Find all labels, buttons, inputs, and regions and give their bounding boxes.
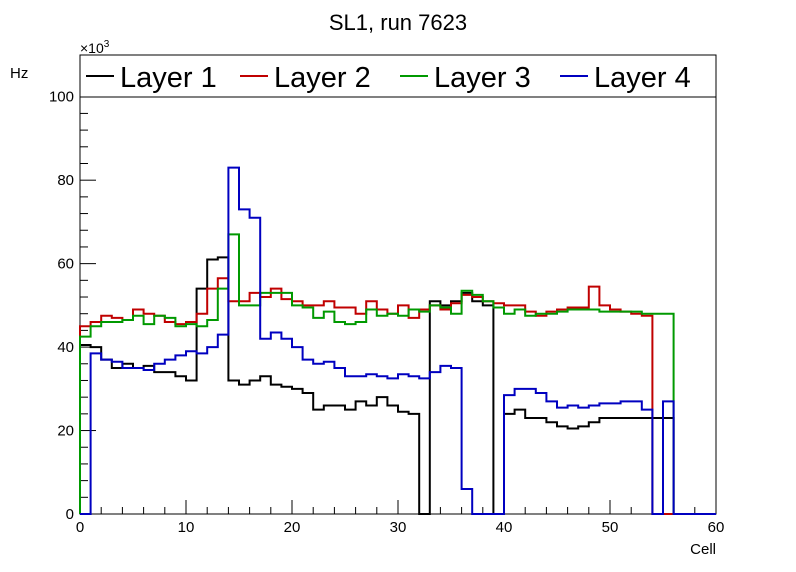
legend: Layer 1 Layer 2 Layer 3 Layer 4 bbox=[79, 54, 717, 98]
legend-box bbox=[79, 54, 717, 98]
x-tick-label: 50 bbox=[602, 519, 619, 536]
series-line-layer-4 bbox=[80, 166, 716, 515]
y-tick-label: 60 bbox=[57, 256, 74, 273]
x-tick-label: 10 bbox=[178, 519, 195, 536]
series-line-layer-3 bbox=[79, 233, 716, 515]
x-tick-label: 60 bbox=[708, 519, 725, 536]
y-tick-label: 0 bbox=[66, 506, 74, 523]
y-exponent-label: ×103 bbox=[80, 39, 110, 56]
y-tick-label: 100 bbox=[49, 89, 74, 106]
series-line-layer-1 bbox=[79, 256, 716, 515]
x-tick-label: 30 bbox=[390, 519, 407, 536]
x-tick-label: 40 bbox=[496, 519, 513, 536]
y-tick-label: 40 bbox=[57, 339, 74, 356]
legend-label-layer-3: Layer 3 bbox=[434, 62, 531, 94]
legend-label-layer-4: Layer 4 bbox=[594, 62, 691, 94]
series-layer bbox=[79, 166, 716, 515]
y-tick-label: 80 bbox=[57, 172, 74, 189]
plot-frame bbox=[79, 54, 717, 515]
chart-title: SL1, run 7623 bbox=[329, 10, 467, 35]
axis-ticks: 0 10 20 30 40 50 60 0 20 40 60 80 100 bbox=[49, 62, 725, 536]
y-axis-label: Hz bbox=[10, 65, 28, 82]
x-tick-label: 20 bbox=[284, 519, 301, 536]
x-tick-label: 0 bbox=[76, 519, 84, 536]
legend-label-layer-2: Layer 2 bbox=[274, 62, 371, 94]
x-axis-label: Cell bbox=[690, 541, 716, 558]
legend-label-layer-1: Layer 1 bbox=[120, 62, 217, 94]
y-tick-label: 20 bbox=[57, 423, 74, 440]
